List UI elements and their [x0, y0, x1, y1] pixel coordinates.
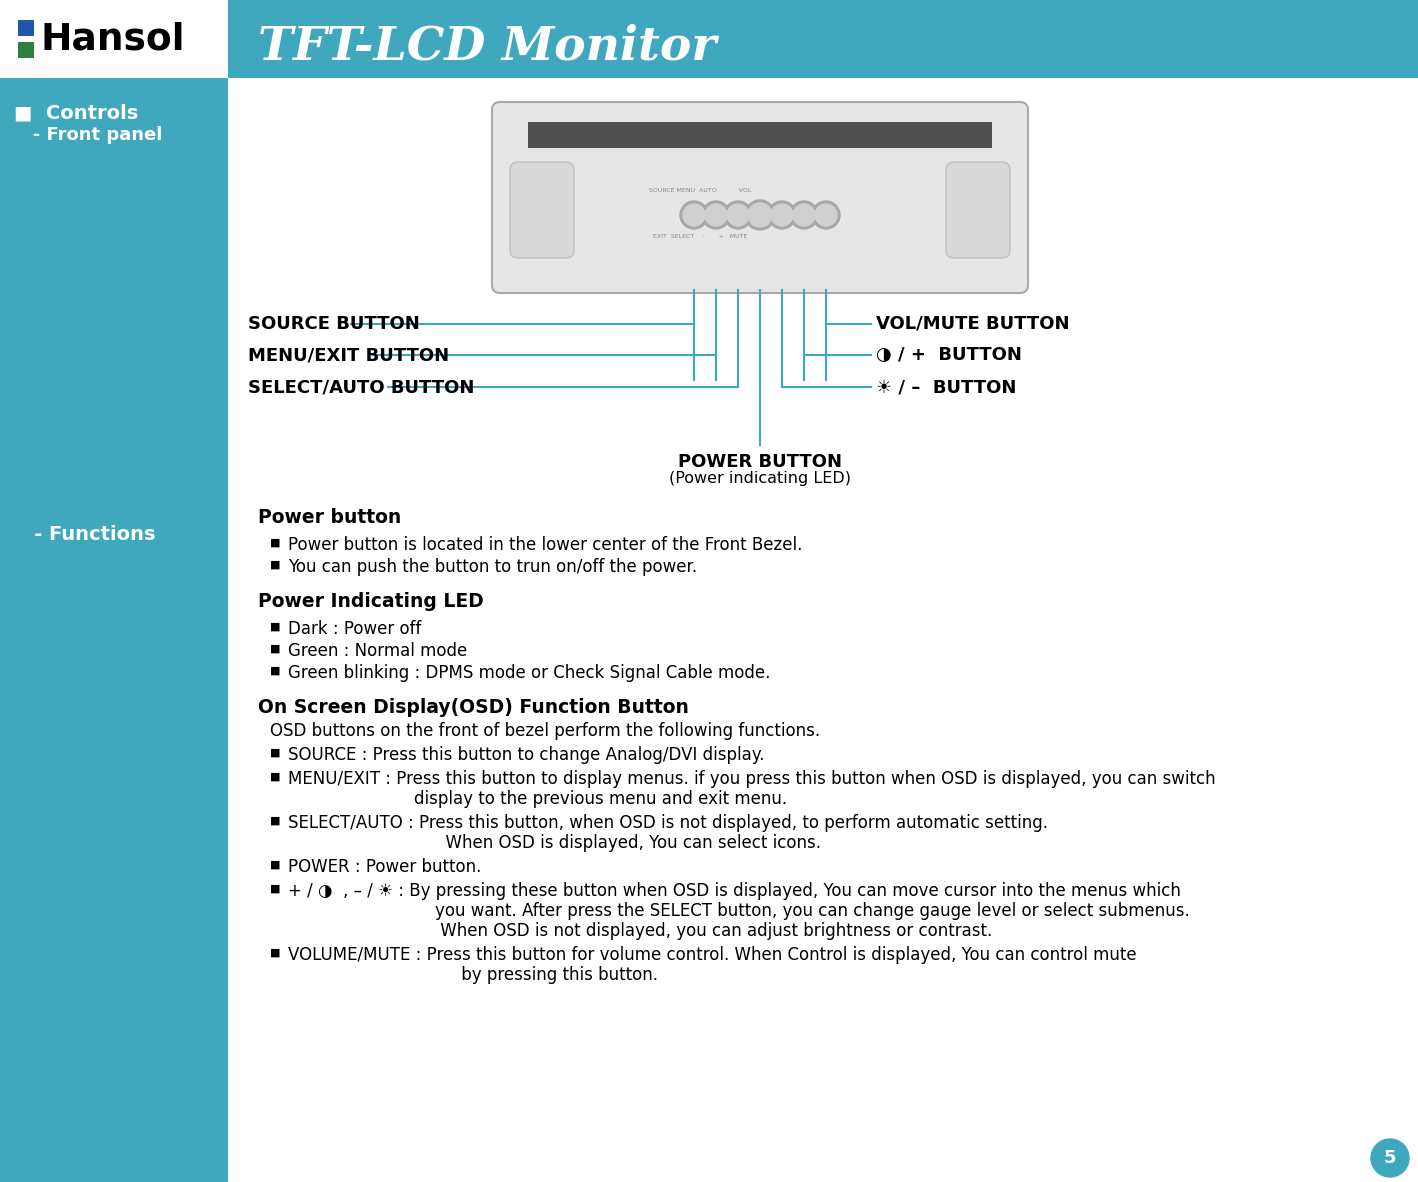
Text: SOURCE BUTTON: SOURCE BUTTON: [248, 314, 420, 333]
Text: display to the previous menu and exit menu.: display to the previous menu and exit me…: [288, 790, 787, 808]
Text: POWER BUTTON: POWER BUTTON: [678, 453, 842, 470]
Circle shape: [1371, 1139, 1409, 1177]
Text: VOLUME/MUTE : Press this button for volume control. When Control is displayed, Y: VOLUME/MUTE : Press this button for volu…: [288, 946, 1137, 965]
Text: - Front panel: - Front panel: [14, 126, 163, 144]
Text: - Functions: - Functions: [14, 525, 156, 544]
Text: You can push the button to trun on/off the power.: You can push the button to trun on/off t…: [288, 558, 698, 576]
Text: Green : Normal mode: Green : Normal mode: [288, 642, 468, 660]
Text: POWER : Power button.: POWER : Power button.: [288, 858, 481, 876]
Text: Green blinking : DPMS mode or Check Signal Cable mode.: Green blinking : DPMS mode or Check Sign…: [288, 664, 770, 682]
Text: ■: ■: [269, 622, 281, 632]
Text: Hansol: Hansol: [40, 21, 184, 57]
Text: TFT-LCD Monitor: TFT-LCD Monitor: [258, 22, 716, 69]
Text: ■  Controls: ■ Controls: [14, 103, 138, 122]
Text: When OSD is not displayed, you can adjust brightness or contrast.: When OSD is not displayed, you can adjus…: [288, 922, 993, 940]
Circle shape: [744, 200, 776, 230]
Text: ■: ■: [269, 884, 281, 894]
Text: ■: ■: [269, 644, 281, 654]
Text: When OSD is displayed, You can select icons.: When OSD is displayed, You can select ic…: [288, 834, 821, 852]
Text: ■: ■: [269, 948, 281, 957]
Bar: [18, 20, 34, 35]
Text: VOL/MUTE BUTTON: VOL/MUTE BUTTON: [876, 314, 1069, 333]
Circle shape: [702, 201, 730, 229]
Text: 5: 5: [1384, 1149, 1397, 1167]
Text: OSD buttons on the front of bezel perform the following functions.: OSD buttons on the front of bezel perfor…: [269, 722, 820, 740]
Circle shape: [771, 204, 793, 226]
Circle shape: [681, 201, 708, 229]
Bar: [527, 122, 993, 148]
Text: Power button is located in the lower center of the Front Bezel.: Power button is located in the lower cen…: [288, 535, 803, 554]
Text: ■: ■: [269, 772, 281, 782]
Text: ■: ■: [269, 538, 281, 548]
Text: ■: ■: [269, 860, 281, 870]
Text: SOURCE MENU  AUTO           VOL: SOURCE MENU AUTO VOL: [649, 188, 752, 193]
FancyBboxPatch shape: [510, 162, 574, 258]
Circle shape: [683, 204, 705, 226]
Bar: [0, 0, 1418, 78]
Text: ◑ / +  BUTTON: ◑ / + BUTTON: [876, 346, 1022, 364]
Text: ■: ■: [269, 665, 281, 676]
FancyBboxPatch shape: [946, 162, 1010, 258]
Text: Power button: Power button: [258, 508, 401, 527]
Bar: [0, 78, 228, 1182]
Text: SELECT/AUTO : Press this button, when OSD is not displayed, to perform automatic: SELECT/AUTO : Press this button, when OS…: [288, 814, 1048, 832]
Text: ■: ■: [269, 816, 281, 826]
Circle shape: [769, 201, 795, 229]
Text: Power Indicating LED: Power Indicating LED: [258, 592, 484, 611]
Text: SOURCE : Press this button to change Analog/DVI display.: SOURCE : Press this button to change Ana…: [288, 746, 764, 764]
Text: ■: ■: [269, 560, 281, 570]
Text: EXIT  SELECT    -       +   MUTE: EXIT SELECT - + MUTE: [652, 234, 747, 239]
Circle shape: [790, 201, 818, 229]
Text: SELECT/AUTO BUTTON: SELECT/AUTO BUTTON: [248, 378, 475, 396]
Circle shape: [727, 204, 749, 226]
Text: (Power indicating LED): (Power indicating LED): [669, 470, 851, 486]
Text: MENU/EXIT : Press this button to display menus. if you press this button when OS: MENU/EXIT : Press this button to display…: [288, 769, 1215, 788]
Circle shape: [793, 204, 815, 226]
Circle shape: [815, 204, 837, 226]
Text: by pressing this button.: by pressing this button.: [288, 966, 658, 983]
FancyBboxPatch shape: [492, 102, 1028, 293]
Text: Dark : Power off: Dark : Power off: [288, 621, 421, 638]
Text: ☀ / –  BUTTON: ☀ / – BUTTON: [876, 378, 1017, 396]
Circle shape: [705, 204, 727, 226]
Text: you want. After press the SELECT button, you can change gauge level or select su: you want. After press the SELECT button,…: [288, 902, 1190, 920]
Text: ■: ■: [269, 748, 281, 758]
Circle shape: [725, 201, 752, 229]
Bar: [0, 0, 228, 78]
Text: On Screen Display(OSD) Function Button: On Screen Display(OSD) Function Button: [258, 699, 689, 717]
Bar: [18, 43, 34, 58]
Text: + / ◑  , – / ☀ : By pressing these button when OSD is displayed, You can move cu: + / ◑ , – / ☀ : By pressing these button…: [288, 882, 1181, 900]
Circle shape: [813, 201, 839, 229]
Circle shape: [749, 203, 771, 227]
Text: MENU/EXIT BUTTON: MENU/EXIT BUTTON: [248, 346, 450, 364]
